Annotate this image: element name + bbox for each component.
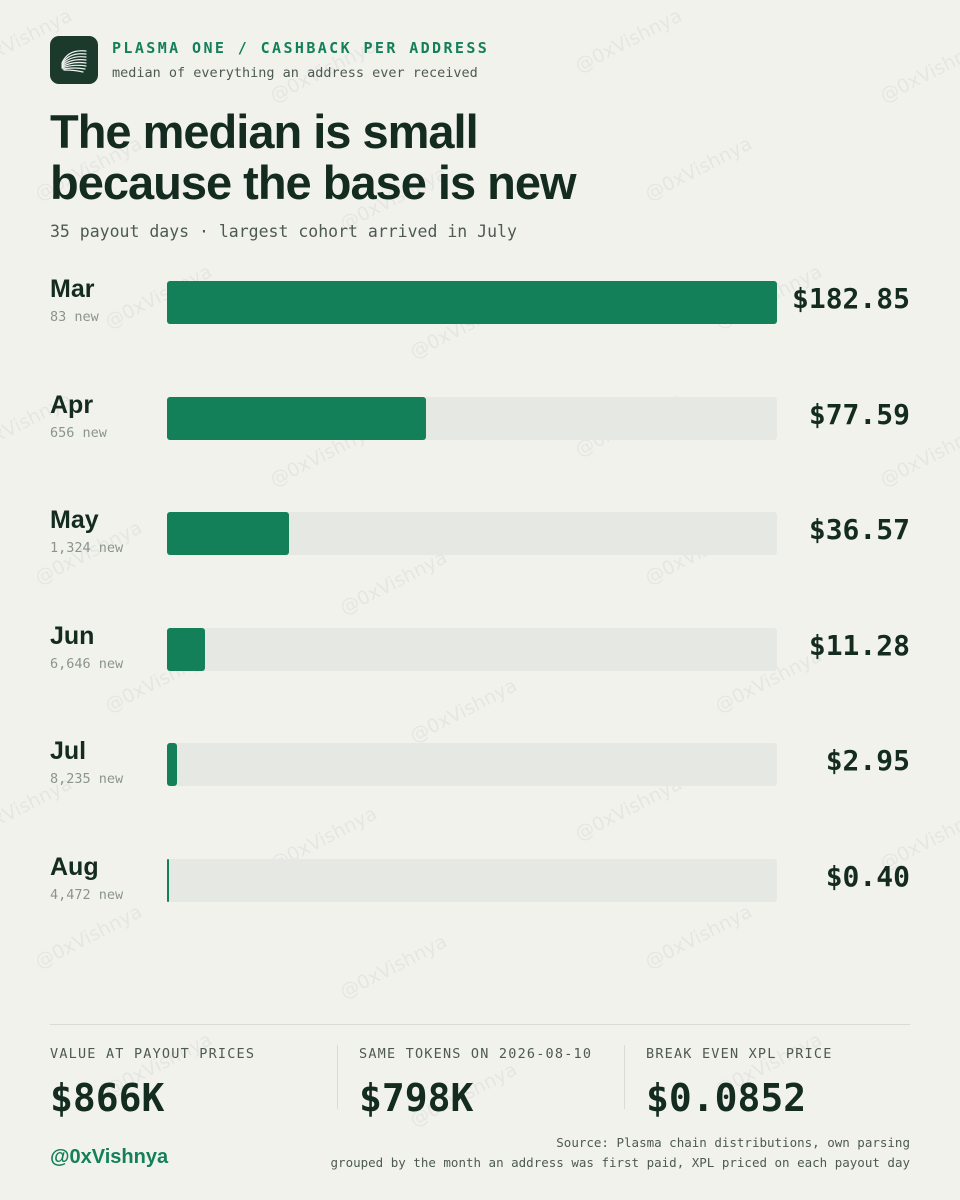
data-label: $2.95 (825, 744, 910, 777)
category-label: Jun (50, 621, 95, 650)
cohort-size-label: 4,472 new (50, 886, 124, 903)
bar-row-may: May 1,324 new $36.57 (0, 506, 960, 572)
header-kicker: PLASMA ONE / CASHBACK PER ADDRESS (112, 39, 490, 57)
author-handle[interactable]: @0xVishnya (50, 1146, 169, 1168)
category-label: Apr (50, 390, 94, 419)
stat-same-tokens: SAME TOKENS ON 2026-08-10 $798K (359, 1046, 592, 1120)
stat-value: $866K (50, 1076, 165, 1120)
stat-break-even: BREAK EVEN XPL PRICE $0.0852 (646, 1046, 833, 1120)
plasma-logo-icon (50, 36, 98, 84)
category-label: May (50, 506, 99, 534)
bar-track (167, 627, 777, 671)
stat-separator (337, 1045, 338, 1109)
stats-divider (50, 1024, 910, 1025)
cohort-size-label: 6,646 new (50, 655, 124, 672)
chart-title-line-2: because the base is new (50, 156, 577, 209)
bar-track (167, 743, 777, 786)
data-label: $77.59 (808, 397, 910, 431)
category-label: Mar (50, 275, 95, 303)
data-label: $182.85 (791, 282, 910, 315)
bar (167, 512, 289, 555)
bar-row-jun: Jun 6,646 new $11.28 (0, 622, 960, 688)
bar (167, 743, 177, 786)
bar (167, 396, 426, 440)
data-label: $0.40 (825, 859, 910, 893)
category-label: Aug (50, 852, 99, 881)
stat-label: BREAK EVEN XPL PRICE (646, 1046, 833, 1062)
source-note: Source: Plasma chain distributions, own … (331, 1133, 910, 1172)
cohort-size-label: 1,324 new (50, 540, 124, 556)
stat-value: $798K (359, 1076, 474, 1120)
bar (167, 858, 169, 902)
stat-value-at-payout: VALUE AT PAYOUT PRICES $866K (50, 1046, 255, 1120)
stat-label: VALUE AT PAYOUT PRICES (50, 1046, 256, 1062)
bar-row-apr: Apr 656 new $77.59 (0, 391, 960, 457)
bar-track (167, 281, 777, 324)
stat-value: $0.0852 (646, 1076, 807, 1120)
stat-label: SAME TOKENS ON 2026-08-10 (359, 1046, 593, 1062)
header-kicker-subtitle: median of everything an address ever rec… (112, 65, 478, 81)
bar-row-jul: Jul 8,235 new $2.95 (0, 737, 960, 803)
bar-track (167, 396, 777, 440)
bar-chart: Mar 83 new $182.85 Apr 656 new $77.59 May 1,324… (0, 275, 960, 919)
cohort-size-label: 8,235 new (50, 771, 124, 787)
bar-track (167, 858, 777, 902)
chart-title-line-1: The median is small (50, 105, 479, 158)
bar (167, 627, 205, 671)
bar-track (167, 512, 777, 555)
category-label: Jul (50, 737, 87, 765)
bar-row-aug: Aug 4,472 new $0.40 (0, 853, 960, 919)
chart-title: The median is small because the base is … (50, 106, 910, 208)
stat-separator (624, 1045, 625, 1109)
cohort-size-label: 83 new (50, 309, 99, 325)
chart-subtitle: 35 payout days · largest cohort arrived … (50, 222, 517, 241)
source-line-1: Source: Plasma chain distributions, own … (556, 1135, 910, 1150)
data-label: $36.57 (808, 513, 910, 546)
cohort-size-label: 656 new (50, 424, 107, 441)
bar (167, 281, 777, 324)
data-label: $11.28 (808, 628, 910, 662)
source-line-2: grouped by the month an address was firs… (330, 1154, 910, 1170)
bar-row-mar: Mar 83 new $182.85 (0, 275, 960, 341)
